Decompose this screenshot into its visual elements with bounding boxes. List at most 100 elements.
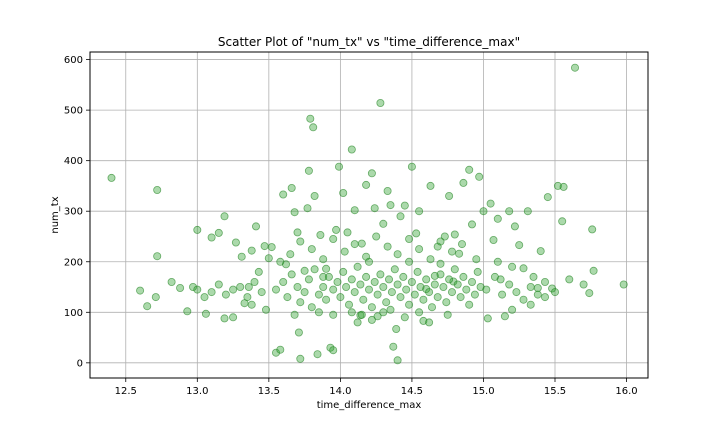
- scatter-point: [364, 285, 373, 294]
- scatter-point: [250, 277, 259, 286]
- scatter-point: [493, 257, 502, 266]
- scatter-point: [229, 313, 238, 322]
- scatter-point: [536, 247, 545, 256]
- scatter-point: [260, 242, 269, 251]
- scatter-point: [459, 178, 468, 187]
- scatter-point: [585, 289, 594, 298]
- scatter-point: [387, 288, 396, 297]
- scatter-point: [512, 288, 521, 297]
- scatter-point: [347, 145, 356, 154]
- scatter-point: [283, 293, 292, 302]
- scatter-point: [276, 345, 285, 354]
- scatter-point: [310, 191, 319, 200]
- scatter-point: [453, 280, 462, 289]
- scatter-point: [339, 188, 348, 197]
- scatter-point: [498, 290, 507, 299]
- scatter-point: [322, 264, 331, 273]
- scatter-point: [304, 275, 313, 284]
- scatter-point: [220, 314, 229, 323]
- scatter-point: [359, 295, 368, 304]
- scatter-point: [405, 300, 414, 309]
- scatter-point: [489, 235, 498, 244]
- scatter-point: [267, 243, 276, 252]
- scatter-point: [389, 342, 398, 351]
- scatter-point: [571, 63, 580, 72]
- scatter-point: [415, 245, 424, 254]
- scatter-point: [286, 250, 295, 259]
- y-tick-label: 0: [77, 358, 83, 369]
- scatter-point: [264, 254, 273, 263]
- scatter-point: [442, 298, 451, 307]
- scatter-point: [427, 303, 436, 312]
- scatter-point: [415, 308, 424, 317]
- plot-frame: [89, 51, 649, 379]
- x-tick-label: 15.0: [472, 386, 494, 397]
- scatter-point: [353, 262, 362, 271]
- scatter-point: [541, 293, 550, 302]
- scatter-point: [393, 250, 402, 259]
- scatter-point: [357, 310, 366, 319]
- scatter-point: [329, 234, 338, 243]
- scatter-point: [313, 350, 322, 359]
- scatter-point: [565, 275, 574, 284]
- scatter-point: [588, 225, 597, 234]
- scatter-point: [347, 308, 356, 317]
- scatter-point: [470, 290, 479, 299]
- scatter-point: [244, 282, 253, 291]
- scatter-point: [450, 230, 459, 239]
- scatter-point: [558, 217, 567, 226]
- scatter-point: [251, 222, 260, 231]
- scatter-point: [279, 190, 288, 199]
- scatter-point: [619, 280, 628, 289]
- scatter-point: [515, 241, 524, 250]
- scatter-point: [237, 252, 246, 261]
- scatter-point: [447, 288, 456, 297]
- scatter-point: [307, 303, 316, 312]
- scatter-point: [505, 207, 514, 216]
- scatter-point: [309, 123, 318, 132]
- scatter-point: [396, 293, 405, 302]
- y-axis-ticks: 0 100 200 300 400 500 600: [64, 55, 90, 369]
- y-tick-label: 200: [64, 257, 83, 268]
- x-axis-ticks: 12.5 13.0 13.5 14.0 14.5 15.0 15.5 16.0: [115, 378, 638, 397]
- scatter-point: [455, 249, 464, 258]
- scatter-point: [340, 247, 349, 256]
- scatter-point: [350, 288, 359, 297]
- scatter-point: [193, 225, 202, 234]
- scatter-point: [243, 293, 252, 302]
- scatter-point: [271, 348, 280, 357]
- scatter-point: [261, 305, 270, 314]
- scatter-point: [402, 285, 411, 294]
- scatter-point: [344, 300, 353, 309]
- scatter-point: [386, 201, 395, 210]
- scatter-point: [519, 264, 528, 273]
- scatter-point: [465, 300, 474, 309]
- scatter-point: [353, 318, 362, 327]
- scatter-point: [373, 290, 382, 299]
- scatter-point: [254, 267, 263, 276]
- scatter-point: [334, 162, 343, 171]
- scatter-point: [493, 214, 502, 223]
- scatter-point: [533, 290, 542, 299]
- scatter-point: [304, 166, 313, 175]
- x-tick-label: 12.5: [115, 386, 137, 397]
- scatter-point: [483, 314, 492, 323]
- scatter-point: [445, 191, 454, 200]
- grid-lines: [90, 52, 648, 378]
- scatter-point: [153, 185, 162, 194]
- scatter-point: [322, 295, 331, 304]
- scatter-point: [362, 180, 371, 189]
- x-tick-label: 16.0: [615, 386, 637, 397]
- scatter-point: [339, 267, 348, 276]
- scatter-point: [445, 275, 454, 284]
- scatter-point: [296, 298, 305, 307]
- scatter-point: [229, 285, 238, 294]
- scatter-point: [310, 265, 319, 274]
- x-tick-label: 14.0: [329, 386, 351, 397]
- scatter-point: [329, 310, 338, 319]
- scatter-point: [296, 354, 305, 363]
- scatter-point: [319, 255, 328, 264]
- scatter-point: [329, 285, 338, 294]
- scatter-point: [390, 265, 399, 274]
